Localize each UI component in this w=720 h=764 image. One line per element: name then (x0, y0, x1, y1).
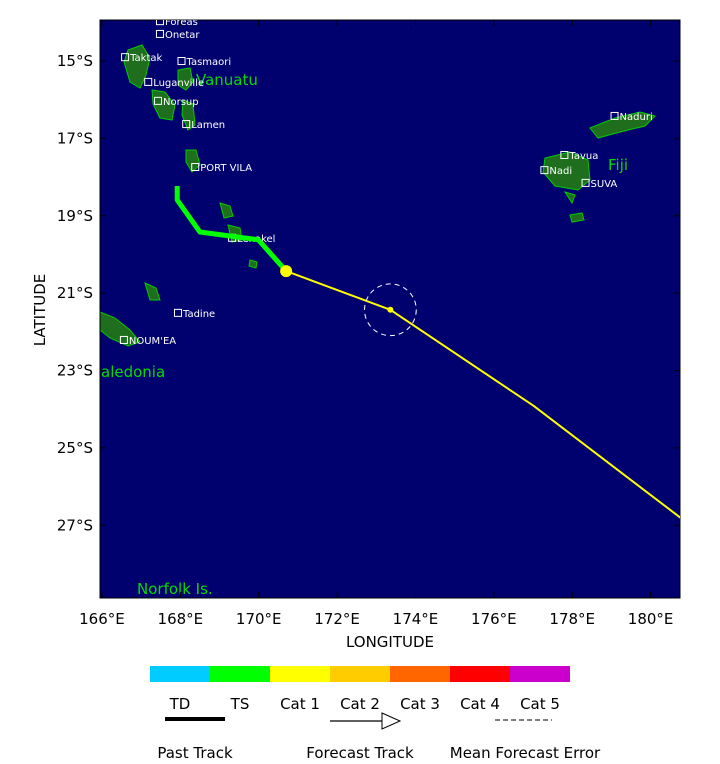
place-label: Tadine (182, 309, 215, 320)
region-label: Vanuatu (196, 71, 258, 89)
legend-scale-label: TD (169, 695, 191, 713)
legend-scale-label: Cat 4 (460, 695, 500, 713)
place-label: SUVA (591, 179, 618, 190)
place-marker (540, 166, 549, 175)
y-tick-label: 25°S (57, 439, 93, 457)
legend-label: Past Track (157, 744, 233, 760)
legend-swatch (390, 666, 450, 682)
forecast-point (387, 306, 394, 313)
place-label: Tavua (568, 151, 598, 162)
place-label: Onetar (165, 30, 200, 41)
place-marker (144, 77, 153, 86)
legend-label: Mean Forecast Error (450, 744, 601, 760)
place-marker (182, 120, 191, 129)
y-tick-label: 23°S (57, 362, 93, 380)
y-tick-label: 19°S (57, 207, 93, 225)
place-label: Tasmaori (186, 57, 232, 68)
region-label: Norfolk Is. (137, 580, 213, 598)
region-label: aledonia (101, 363, 165, 381)
place-marker (610, 111, 619, 120)
place-marker (154, 96, 162, 105)
x-tick-label: 174°E (393, 610, 439, 628)
frame (99, 19, 681, 599)
x-tick-label: 170°E (236, 610, 282, 628)
legend-swatch (150, 666, 210, 682)
place-marker (155, 20, 164, 26)
forecast-track (285, 270, 680, 519)
place-marker (121, 53, 130, 62)
legend-scale-label: Cat 3 (400, 695, 440, 713)
x-tick-label: 178°E (549, 610, 595, 628)
place-marker (155, 29, 164, 38)
y-axis-label: LATITUDE (31, 274, 49, 347)
legend-scale-label: Cat 2 (340, 695, 380, 713)
y-tick-label: 15°S (57, 52, 93, 70)
x-tick-label: 172°E (314, 610, 360, 628)
place-label: PORT VILA (200, 163, 252, 174)
land (100, 44, 656, 347)
x-tick-label: 166°E (79, 610, 125, 628)
place-label: Norsup (163, 97, 199, 108)
map-layer: Foreas Onetar Taktak Tasmaori Luganville Nors… (119, 17, 680, 519)
x-tick-label: 176°E (471, 610, 517, 628)
place-marker (119, 335, 128, 344)
legend-scale-label: TS (230, 695, 250, 713)
y-tick-label: 27°S (57, 516, 93, 534)
place-marker (177, 57, 186, 66)
legend-label: Forecast Track (306, 744, 414, 760)
place-marker (173, 308, 182, 317)
legend-swatch (450, 666, 510, 682)
place-marker (191, 163, 200, 172)
region-label: Fiji (608, 156, 628, 174)
forecast-arrow (381, 712, 402, 730)
legend-scale-label: Cat 1 (280, 695, 320, 713)
place-label: Lamen (191, 120, 225, 131)
past-track (174, 185, 289, 273)
place-label: Luganville (153, 78, 204, 89)
error-circle (364, 283, 417, 337)
legend-swatch (210, 666, 270, 682)
y-tick-label: 17°S (57, 129, 93, 147)
x-axis-label: LONGITUDE (346, 633, 434, 651)
x-tick-label: 168°E (158, 610, 204, 628)
place-marker (560, 151, 569, 160)
place-label: Taktak (129, 53, 162, 64)
place-label: Foreas (165, 17, 198, 28)
legend-scale-label: Cat 5 (520, 695, 560, 713)
legend-swatch (270, 666, 330, 682)
place-marker (581, 178, 590, 187)
legend-swatch (510, 666, 570, 682)
x-tick-label: 180°E (628, 610, 674, 628)
place-label: Naduri (620, 112, 653, 123)
place-label: NOUM'EA (129, 336, 176, 347)
current-position (280, 265, 293, 278)
y-tick-label: 21°S (57, 284, 93, 302)
place-label: Nadi (549, 166, 572, 177)
legend-swatch (330, 666, 390, 682)
